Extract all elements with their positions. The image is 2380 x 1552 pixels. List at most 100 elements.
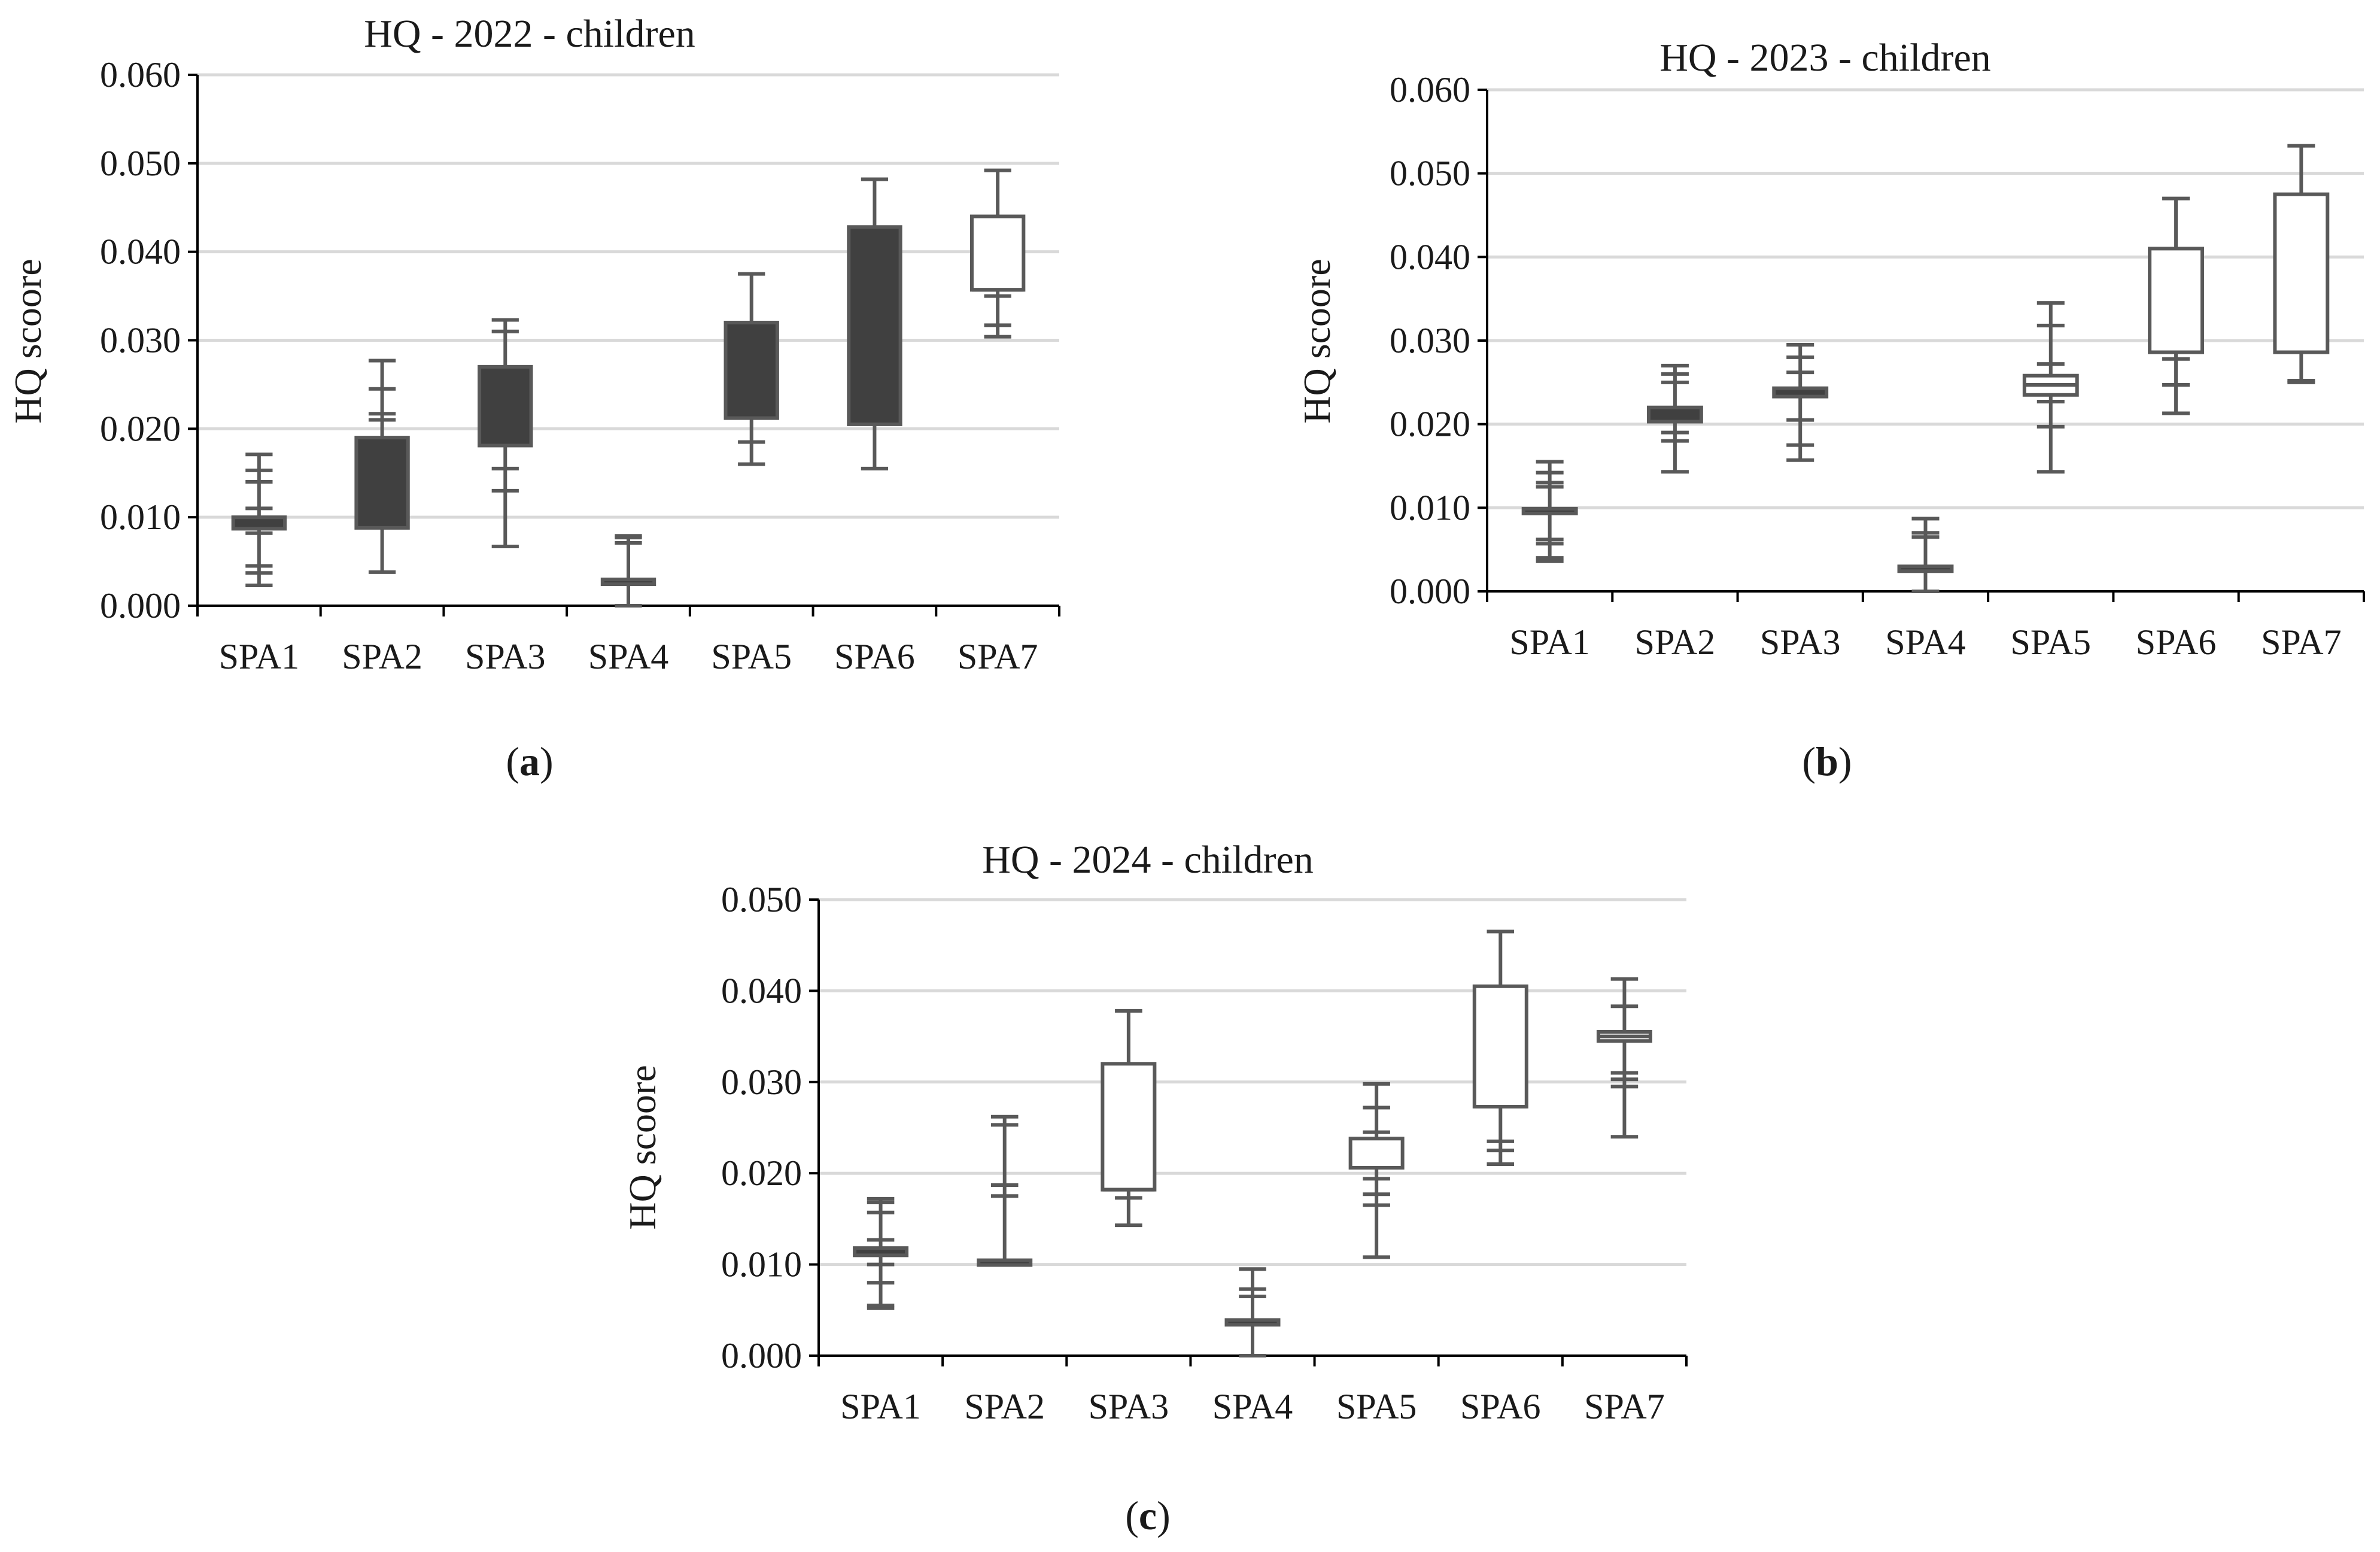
- box-iqr: [231, 515, 287, 531]
- y-tick-label: 0.050: [1390, 154, 1470, 193]
- y-tick-label: 0.040: [100, 232, 181, 272]
- y-tick-label: 0.020: [721, 1153, 802, 1193]
- box-spa5: [2022, 301, 2079, 474]
- box-iqr: [1472, 984, 1528, 1108]
- y-tick-label: 0.010: [721, 1245, 802, 1284]
- box-spa1: [231, 452, 287, 587]
- y-tick-label: 0.060: [100, 55, 181, 95]
- x-tick-labels: SPA1 SPA2 SPA3 SPA4 SPA5 SPA6 SPA7: [219, 637, 1038, 676]
- box-spa1: [853, 1196, 909, 1310]
- y-axis-label: HQ scoore: [1296, 259, 1338, 423]
- x-tick-label: SPA2: [964, 1387, 1045, 1426]
- x-tick-label: SPA6: [834, 637, 915, 676]
- panel-label: (b): [1802, 739, 1852, 784]
- box-spa3: [1101, 1009, 1157, 1228]
- y-tick-label: 0.050: [100, 144, 181, 183]
- y-tick-label: 0.000: [721, 1336, 802, 1375]
- box-spa7: [2273, 144, 2330, 384]
- box-spa6: [1472, 930, 1528, 1166]
- box-iqr: [724, 320, 779, 420]
- y-axis-label: HQ scoore: [621, 1065, 664, 1229]
- box-plots: [1521, 144, 2330, 593]
- box-spa5: [1348, 1082, 1405, 1259]
- box-iqr: [354, 436, 410, 530]
- box-iqr: [853, 1246, 909, 1258]
- box-spa3: [1772, 342, 1829, 462]
- x-tick-label: SPA1: [840, 1387, 921, 1426]
- x-tick-label: SPA4: [588, 637, 669, 676]
- box-iqr: [2273, 192, 2330, 354]
- x-tick-label: SPA6: [2136, 622, 2217, 662]
- box-spa6: [2148, 196, 2205, 415]
- x-tick-label: SPA5: [2011, 622, 2092, 662]
- x-tick-label: SPA3: [1089, 1387, 1169, 1426]
- chart-panel-b: HQ - 2023 - children 0.000 0.010 0.020 0.03…: [1296, 36, 2365, 784]
- y-tick-label: 0.010: [1390, 488, 1470, 527]
- x-tick-label: SPA7: [958, 637, 1038, 676]
- panel-label: (c): [1125, 1493, 1171, 1538]
- x-tick-label: SPA7: [2261, 622, 2342, 662]
- box-spa3: [478, 318, 533, 548]
- box-iqr: [600, 578, 656, 587]
- y-tick-label: 0.060: [1390, 70, 1470, 110]
- y-tick-label: 0.020: [1390, 405, 1470, 444]
- x-tick-label: SPA6: [1460, 1387, 1541, 1426]
- box-spa2: [977, 1114, 1033, 1267]
- x-tick-label: SPA2: [1635, 622, 1716, 662]
- y-tick-label: 0.030: [1390, 321, 1470, 360]
- y-tick-label: 0.000: [1390, 572, 1470, 611]
- gridlines: [197, 73, 1059, 519]
- y-tick-labels: 0.000 0.010 0.020 0.030 0.040 0.050 0.060: [100, 55, 181, 625]
- box-spa4: [1224, 1267, 1281, 1357]
- panel-label: (a): [506, 739, 553, 784]
- x-tick-label: SPA1: [219, 637, 300, 676]
- box-spa5: [724, 272, 779, 466]
- box-iqr: [1101, 1062, 1157, 1192]
- box-spa1: [1521, 460, 1578, 563]
- y-tick-labels: 0.000 0.010 0.020 0.030 0.040 0.050 0.060: [1390, 70, 1470, 611]
- box-iqr: [977, 1258, 1033, 1267]
- box-spa7: [1596, 977, 1652, 1139]
- x-tick-labels: SPA1 SPA2 SPA3 SPA4 SPA5 SPA6 SPA7: [840, 1387, 1664, 1426]
- box-iqr: [969, 214, 1026, 292]
- gridlines: [819, 898, 1686, 1266]
- y-tick-label: 0.020: [100, 409, 181, 448]
- y-tick-label: 0.030: [721, 1062, 802, 1102]
- y-tick-label: 0.040: [721, 971, 802, 1010]
- box-spa4: [1897, 517, 1954, 593]
- x-tick-label: SPA4: [1885, 622, 1966, 662]
- y-tick-label: 0.010: [100, 497, 181, 537]
- box-iqr: [478, 365, 533, 448]
- box-spa4: [600, 534, 656, 608]
- box-iqr: [1348, 1137, 1405, 1170]
- box-spa6: [847, 177, 902, 470]
- box-spa7: [969, 168, 1026, 339]
- x-tick-label: SPA4: [1212, 1387, 1293, 1426]
- box-iqr: [1521, 506, 1578, 515]
- x-tick-label: SPA3: [465, 637, 546, 676]
- x-tick-label: SPA7: [1584, 1387, 1665, 1426]
- chart-title: HQ - 2023 - children: [1659, 36, 1991, 80]
- gridlines: [1487, 88, 2364, 509]
- box-iqr: [2148, 247, 2205, 354]
- y-tick-label: 0.050: [721, 880, 802, 919]
- x-tick-label: SPA3: [1760, 622, 1841, 662]
- box-plots: [231, 168, 1026, 608]
- box-iqr: [847, 225, 902, 426]
- y-tick-label: 0.030: [100, 321, 181, 360]
- y-tick-labels: 0.000 0.010 0.020 0.030 0.040 0.050: [721, 880, 802, 1375]
- box-plots: [853, 930, 1652, 1357]
- x-tick-label: SPA5: [711, 637, 792, 676]
- x-tick-labels: SPA1 SPA2 SPA3 SPA4 SPA5 SPA6 SPA7: [1509, 622, 2341, 662]
- y-tick-label: 0.000: [100, 586, 181, 625]
- y-tick-label: 0.040: [1390, 237, 1470, 277]
- box-iqr: [1772, 386, 1829, 399]
- chart-title: HQ - 2024 - children: [982, 838, 1314, 882]
- x-tick-label: SPA5: [1336, 1387, 1417, 1426]
- x-tick-label: SPA2: [342, 637, 422, 676]
- box-iqr: [1897, 564, 1954, 573]
- box-iqr: [1646, 405, 1703, 424]
- chart-title: HQ - 2022 - children: [364, 12, 695, 56]
- box-spa2: [354, 359, 410, 574]
